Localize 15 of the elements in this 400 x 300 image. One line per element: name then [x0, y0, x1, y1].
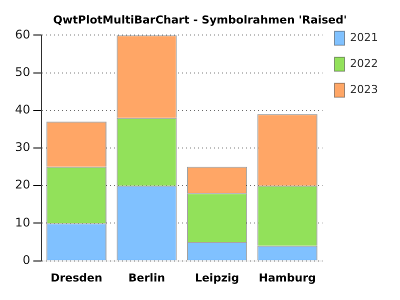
x-tick-label: Leipzig [194, 271, 240, 284]
y-tick-label: 20 [14, 178, 30, 192]
x-tick-label: Hamburg [258, 271, 316, 284]
y-tick-label: 0 [22, 252, 30, 267]
y-tick-label: 60 [14, 27, 30, 42]
legend-label: 2023 [350, 83, 378, 96]
x-tick-label: Dresden [50, 271, 102, 284]
legend-label: 2021 [350, 31, 378, 44]
y-tick-label: 30 [14, 140, 30, 154]
y-tick-label: 10 [14, 215, 30, 230]
legend-label: 2022 [350, 57, 378, 70]
x-tick-label: Berlin [128, 271, 166, 284]
y-tick-label: 40 [14, 102, 30, 117]
chart-title: QwtPlotMultiBarChart - Symbolrahmen 'Raised' [53, 13, 347, 26]
y-tick-label: 50 [14, 64, 30, 79]
